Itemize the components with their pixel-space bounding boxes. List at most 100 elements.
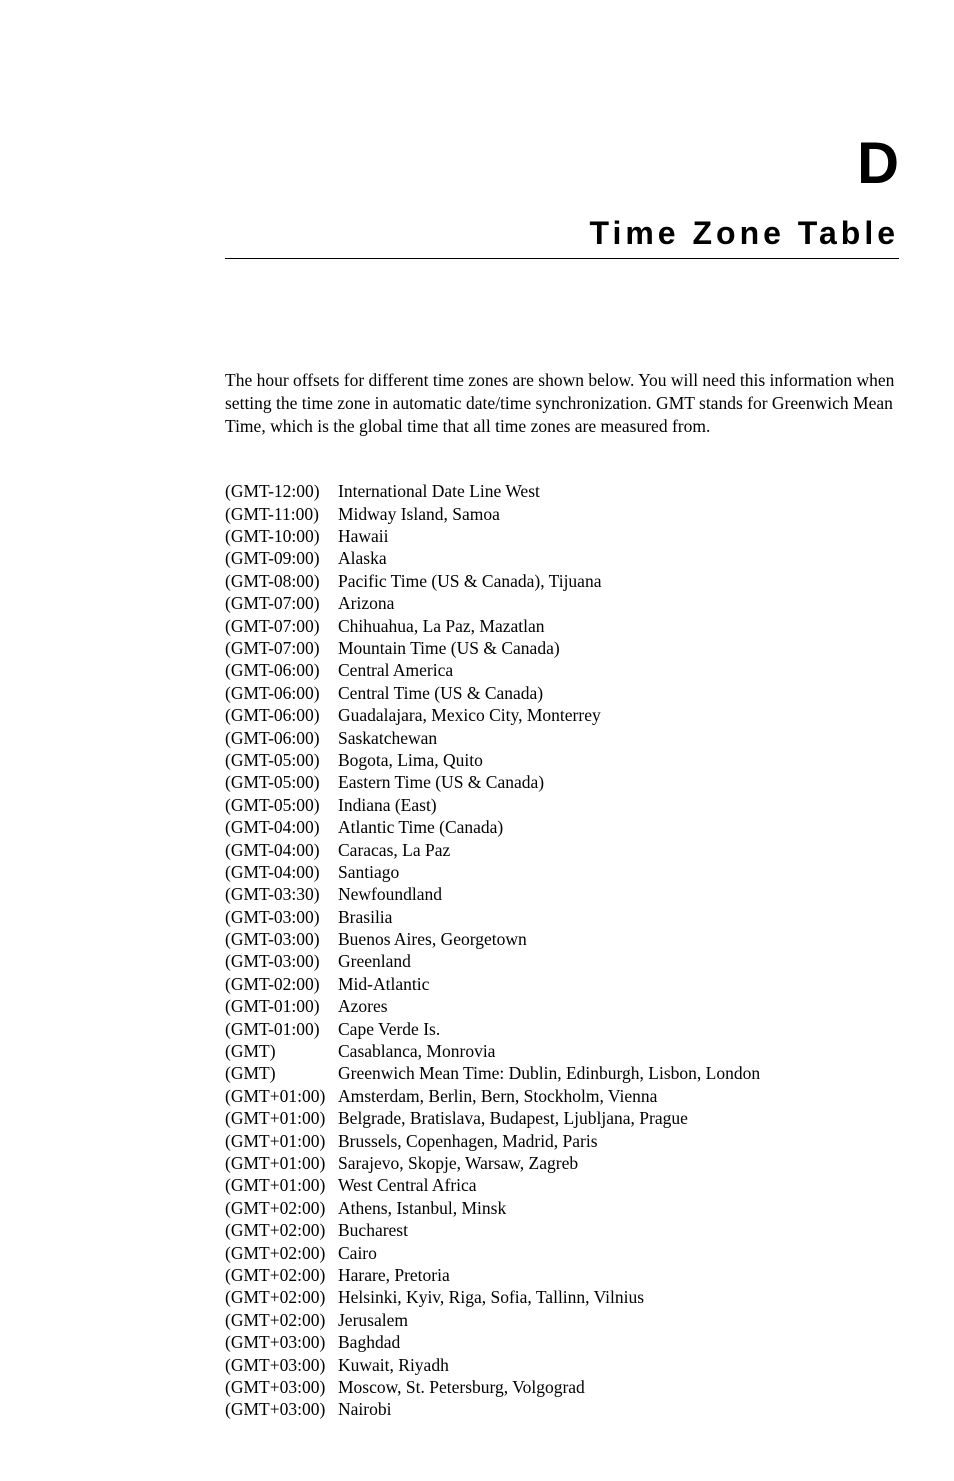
timezone-location: Pacific Time (US & Canada), Tijuana [338,570,899,592]
timezone-offset: (GMT-07:00) [225,637,338,659]
timezone-location: Buenos Aires, Georgetown [338,928,899,950]
timezone-offset: (GMT-01:00) [225,1018,338,1040]
timezone-location: Bucharest [338,1219,899,1241]
timezone-offset: (GMT-03:00) [225,950,338,972]
timezone-offset: (GMT-04:00) [225,839,338,861]
timezone-location: Mid-Atlantic [338,973,899,995]
timezone-offset: (GMT-06:00) [225,659,338,681]
timezone-offset: (GMT) [225,1040,338,1062]
timezone-offset: (GMT+02:00) [225,1242,338,1264]
appendix-letter: D [225,130,899,197]
timezone-location: Brussels, Copenhagen, Madrid, Paris [338,1130,899,1152]
timezone-row: (GMT+03:00)Baghdad [225,1331,899,1353]
timezone-location: Saskatchewan [338,727,899,749]
timezone-row: (GMT-12:00)International Date Line West [225,480,899,502]
timezone-row: (GMT-10:00)Hawaii [225,525,899,547]
timezone-location: Greenwich Mean Time: Dublin, Edinburgh, … [338,1062,899,1084]
timezone-location: Hawaii [338,525,899,547]
timezone-row: (GMT-07:00)Chihuahua, La Paz, Mazatlan [225,615,899,637]
timezone-location: Central America [338,659,899,681]
timezone-offset: (GMT+03:00) [225,1354,338,1376]
timezone-location: Jerusalem [338,1309,899,1331]
timezone-offset: (GMT) [225,1062,338,1084]
timezone-row: (GMT-08:00)Pacific Time (US & Canada), T… [225,570,899,592]
timezone-offset: (GMT-10:00) [225,525,338,547]
timezone-location: Brasilia [338,906,899,928]
timezone-location: Cape Verde Is. [338,1018,899,1040]
timezone-offset: (GMT-11:00) [225,503,338,525]
timezone-row: (GMT-11:00)Midway Island, Samoa [225,503,899,525]
timezone-location: Santiago [338,861,899,883]
timezone-location: Arizona [338,592,899,614]
timezone-row: (GMT+03:00)Nairobi [225,1398,899,1420]
timezone-offset: (GMT+02:00) [225,1197,338,1219]
timezone-offset: (GMT-05:00) [225,794,338,816]
timezone-row: (GMT-03:30)Newfoundland [225,883,899,905]
timezone-location: Newfoundland [338,883,899,905]
timezone-offset: (GMT+03:00) [225,1331,338,1353]
timezone-offset: (GMT+02:00) [225,1309,338,1331]
timezone-row: (GMT-02:00)Mid-Atlantic [225,973,899,995]
timezone-offset: (GMT+01:00) [225,1152,338,1174]
timezone-offset: (GMT-05:00) [225,749,338,771]
timezone-offset: (GMT+02:00) [225,1219,338,1241]
timezone-row: (GMT-05:00)Eastern Time (US & Canada) [225,771,899,793]
timezone-location: Amsterdam, Berlin, Bern, Stockholm, Vien… [338,1085,899,1107]
timezone-location: Chihuahua, La Paz, Mazatlan [338,615,899,637]
timezone-row: (GMT-03:00)Greenland [225,950,899,972]
timezone-row: (GMT-01:00)Azores [225,995,899,1017]
timezone-offset: (GMT+01:00) [225,1107,338,1129]
timezone-offset: (GMT-12:00) [225,480,338,502]
timezone-offset: (GMT-05:00) [225,771,338,793]
timezone-location: Kuwait, Riyadh [338,1354,899,1376]
timezone-offset: (GMT-04:00) [225,816,338,838]
timezone-location: Atlantic Time (Canada) [338,816,899,838]
timezone-offset: (GMT-03:30) [225,883,338,905]
timezone-offset: (GMT+01:00) [225,1130,338,1152]
intro-paragraph: The hour offsets for different time zone… [225,369,899,438]
timezone-row: (GMT-05:00)Indiana (East) [225,794,899,816]
timezone-location: Moscow, St. Petersburg, Volgograd [338,1376,899,1398]
timezone-row: (GMT+02:00)Bucharest [225,1219,899,1241]
timezone-location: Sarajevo, Skopje, Warsaw, Zagreb [338,1152,899,1174]
timezone-location: Greenland [338,950,899,972]
timezone-offset: (GMT+02:00) [225,1264,338,1286]
timezone-row: (GMT-04:00)Santiago [225,861,899,883]
timezone-location: Central Time (US & Canada) [338,682,899,704]
timezone-offset: (GMT-06:00) [225,704,338,726]
timezone-location: International Date Line West [338,480,899,502]
timezone-location: West Central Africa [338,1174,899,1196]
timezone-row: (GMT+02:00)Cairo [225,1242,899,1264]
timezone-row: (GMT-06:00)Guadalajara, Mexico City, Mon… [225,704,899,726]
timezone-row: (GMT+02:00)Jerusalem [225,1309,899,1331]
timezone-location: Eastern Time (US & Canada) [338,771,899,793]
timezone-row: (GMT+01:00)Sarajevo, Skopje, Warsaw, Zag… [225,1152,899,1174]
page-title: Time Zone Table [225,215,899,259]
timezone-offset: (GMT-07:00) [225,592,338,614]
timezone-location: Athens, Istanbul, Minsk [338,1197,899,1219]
timezone-offset: (GMT-04:00) [225,861,338,883]
timezone-offset: (GMT-03:00) [225,928,338,950]
timezone-offset: (GMT+03:00) [225,1398,338,1420]
timezone-location: Guadalajara, Mexico City, Monterrey [338,704,899,726]
timezone-location: Nairobi [338,1398,899,1420]
timezone-location: Helsinki, Kyiv, Riga, Sofia, Tallinn, Vi… [338,1286,899,1308]
timezone-row: (GMT-06:00)Central Time (US & Canada) [225,682,899,704]
timezone-row: (GMT-06:00)Saskatchewan [225,727,899,749]
timezone-row: (GMT+01:00)Brussels, Copenhagen, Madrid,… [225,1130,899,1152]
timezone-row: (GMT+02:00)Harare, Pretoria [225,1264,899,1286]
timezone-row: (GMT+01:00)West Central Africa [225,1174,899,1196]
timezone-location: Bogota, Lima, Quito [338,749,899,771]
timezone-row: (GMT+03:00)Moscow, St. Petersburg, Volgo… [225,1376,899,1398]
timezone-row: (GMT-03:00)Brasilia [225,906,899,928]
timezone-row: (GMT+02:00)Athens, Istanbul, Minsk [225,1197,899,1219]
timezone-row: (GMT)Casablanca, Monrovia [225,1040,899,1062]
timezone-location: Midway Island, Samoa [338,503,899,525]
timezone-offset: (GMT-07:00) [225,615,338,637]
timezone-location: Indiana (East) [338,794,899,816]
timezone-row: (GMT-07:00)Mountain Time (US & Canada) [225,637,899,659]
timezone-offset: (GMT+03:00) [225,1376,338,1398]
timezone-row: (GMT-06:00)Central America [225,659,899,681]
timezone-offset: (GMT-03:00) [225,906,338,928]
timezone-location: Cairo [338,1242,899,1264]
